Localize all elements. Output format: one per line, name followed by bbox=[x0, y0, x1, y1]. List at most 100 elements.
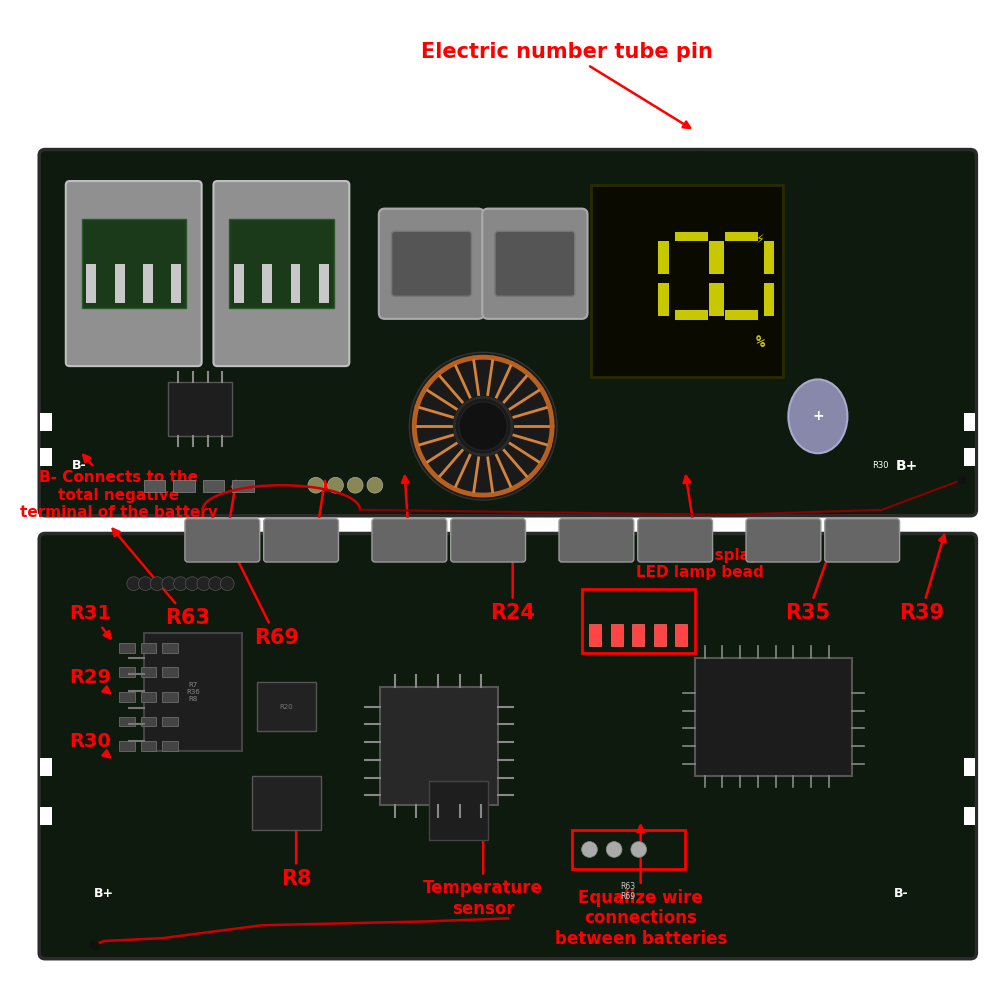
FancyBboxPatch shape bbox=[39, 150, 976, 516]
Text: Temperature
sensor: Temperature sensor bbox=[423, 826, 543, 918]
Bar bbox=[714, 283, 724, 316]
Bar bbox=[964, 758, 975, 776]
FancyBboxPatch shape bbox=[392, 231, 471, 296]
Circle shape bbox=[209, 577, 222, 591]
Bar bbox=[658, 283, 668, 316]
Bar bbox=[162, 692, 178, 702]
Bar bbox=[162, 643, 178, 653]
Bar bbox=[162, 741, 178, 751]
Bar bbox=[141, 643, 156, 653]
Bar bbox=[725, 232, 758, 241]
Text: R24: R24 bbox=[490, 535, 535, 623]
Bar bbox=[964, 413, 975, 431]
Circle shape bbox=[367, 477, 383, 493]
Bar bbox=[234, 264, 244, 303]
Bar bbox=[429, 781, 488, 840]
Text: R36: R36 bbox=[205, 481, 250, 544]
FancyBboxPatch shape bbox=[372, 519, 447, 562]
Bar bbox=[572, 830, 685, 869]
Bar bbox=[675, 624, 687, 646]
Bar bbox=[82, 219, 186, 308]
Text: R31: R31 bbox=[70, 604, 112, 638]
Text: ⚡: ⚡ bbox=[756, 232, 765, 245]
Bar bbox=[964, 448, 975, 466]
Bar bbox=[40, 758, 52, 776]
Circle shape bbox=[162, 577, 176, 591]
Circle shape bbox=[127, 577, 141, 591]
FancyBboxPatch shape bbox=[185, 519, 260, 562]
Text: R7
R36
R8: R7 R36 R8 bbox=[186, 682, 200, 702]
FancyBboxPatch shape bbox=[213, 181, 349, 366]
Bar bbox=[229, 219, 334, 308]
Text: R7: R7 bbox=[301, 481, 331, 549]
Bar bbox=[257, 682, 316, 731]
Bar bbox=[714, 241, 724, 274]
Bar bbox=[611, 624, 623, 646]
Bar bbox=[659, 283, 669, 316]
Text: B-: B- bbox=[72, 459, 87, 472]
Bar bbox=[40, 807, 52, 825]
Bar bbox=[659, 241, 669, 274]
Bar bbox=[695, 658, 852, 776]
Bar bbox=[141, 741, 156, 751]
Bar bbox=[141, 692, 156, 702]
Bar bbox=[675, 310, 708, 320]
Circle shape bbox=[220, 577, 234, 591]
Bar bbox=[964, 807, 975, 825]
FancyBboxPatch shape bbox=[638, 519, 713, 562]
Circle shape bbox=[631, 842, 647, 857]
FancyBboxPatch shape bbox=[264, 519, 338, 562]
Text: +: + bbox=[812, 409, 824, 423]
Text: R63
R69: R63 R69 bbox=[620, 882, 635, 901]
FancyBboxPatch shape bbox=[451, 519, 526, 562]
Bar bbox=[380, 687, 498, 805]
Bar bbox=[319, 264, 329, 303]
Circle shape bbox=[150, 577, 164, 591]
Bar bbox=[171, 264, 181, 303]
Ellipse shape bbox=[788, 379, 847, 453]
Text: Power display
LED lamp bead: Power display LED lamp bead bbox=[636, 476, 764, 580]
Bar bbox=[654, 624, 666, 646]
Text: Equalize wire
connections
between batteries: Equalize wire connections between batter… bbox=[555, 826, 727, 948]
FancyBboxPatch shape bbox=[559, 519, 634, 562]
Circle shape bbox=[347, 477, 363, 493]
Bar bbox=[115, 264, 125, 303]
Bar bbox=[119, 643, 135, 653]
Bar bbox=[144, 633, 242, 751]
Text: R30: R30 bbox=[872, 461, 888, 470]
Text: R20: R20 bbox=[387, 476, 432, 554]
Text: Electric number tube pin: Electric number tube pin bbox=[421, 42, 713, 128]
Circle shape bbox=[582, 842, 597, 857]
Text: B+: B+ bbox=[94, 887, 114, 900]
Text: R39: R39 bbox=[899, 535, 946, 623]
Bar bbox=[291, 264, 300, 303]
Circle shape bbox=[174, 577, 187, 591]
Text: R20: R20 bbox=[279, 704, 293, 710]
Text: %: % bbox=[756, 335, 765, 350]
FancyBboxPatch shape bbox=[39, 533, 976, 959]
Bar bbox=[589, 624, 601, 646]
Text: B-: B- bbox=[894, 887, 909, 900]
Bar bbox=[141, 717, 156, 726]
Circle shape bbox=[308, 477, 324, 493]
Bar bbox=[40, 448, 52, 466]
Bar bbox=[162, 717, 178, 726]
Bar bbox=[168, 382, 232, 436]
Bar bbox=[725, 310, 758, 320]
Bar bbox=[675, 232, 708, 241]
Bar bbox=[764, 241, 774, 274]
FancyBboxPatch shape bbox=[482, 209, 588, 319]
Bar bbox=[119, 667, 135, 677]
Text: R8: R8 bbox=[281, 816, 311, 889]
FancyBboxPatch shape bbox=[379, 209, 484, 319]
Bar bbox=[141, 667, 156, 677]
Bar bbox=[173, 480, 195, 492]
Bar bbox=[632, 624, 644, 646]
Circle shape bbox=[328, 477, 343, 493]
Text: R30: R30 bbox=[70, 732, 112, 757]
Circle shape bbox=[185, 577, 199, 591]
Bar bbox=[709, 283, 718, 316]
Bar bbox=[119, 741, 135, 751]
Text: R29: R29 bbox=[70, 668, 112, 693]
Bar bbox=[262, 264, 272, 303]
